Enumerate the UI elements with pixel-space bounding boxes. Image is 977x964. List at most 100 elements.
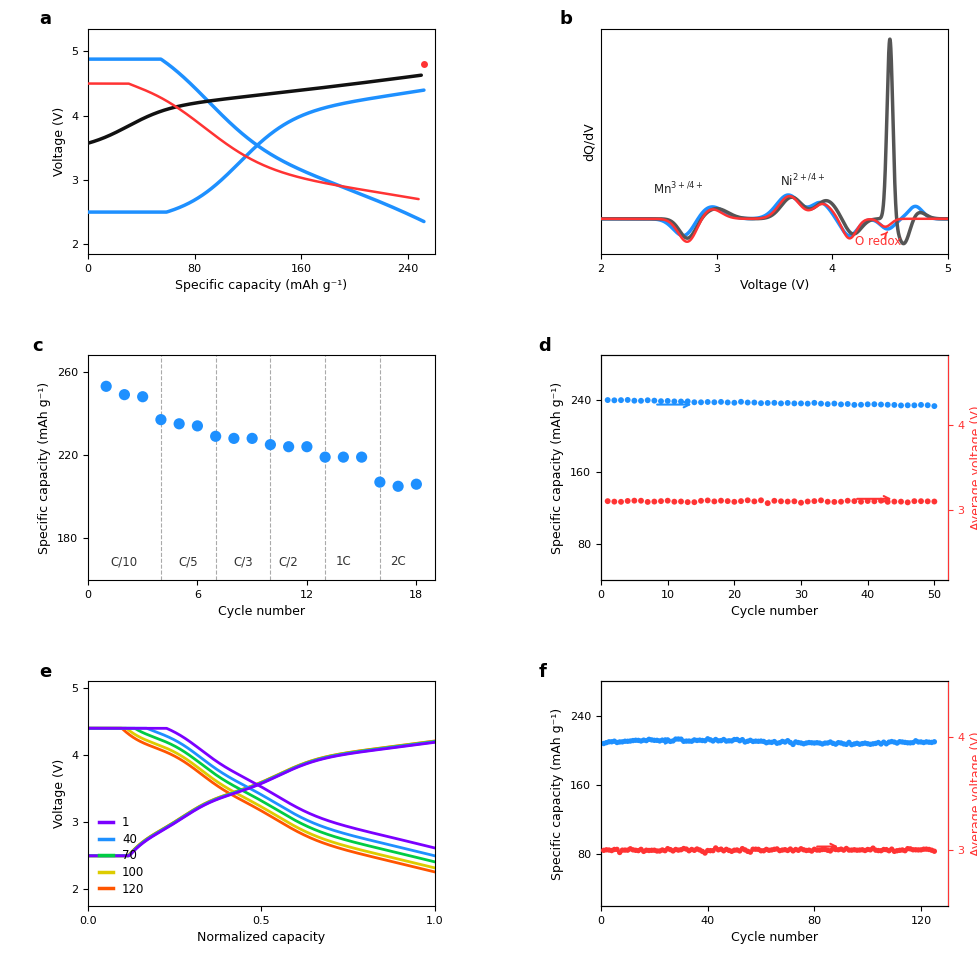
Point: [767, 494, 783, 509]
Point: [760, 495, 776, 511]
Point: [670, 732, 686, 747]
Point: [918, 842, 934, 857]
Point: [889, 844, 905, 859]
Point: [600, 392, 616, 408]
Point: [828, 736, 843, 752]
Point: [721, 733, 737, 748]
Point: [655, 843, 670, 858]
Point: [724, 844, 740, 859]
Point: [665, 844, 681, 859]
Point: [655, 733, 670, 748]
Point: [633, 393, 649, 409]
Point: [833, 736, 849, 751]
Point: [733, 494, 748, 509]
Point: [727, 732, 743, 747]
Point: [849, 736, 865, 751]
Text: C/2: C/2: [278, 555, 299, 569]
Point: [786, 736, 801, 752]
Point: [740, 844, 755, 859]
Point: [857, 843, 872, 858]
Point: [713, 394, 729, 410]
Point: [913, 397, 929, 413]
Point: [801, 735, 817, 750]
Point: [827, 495, 842, 510]
Point: [727, 843, 743, 858]
Point: [836, 843, 852, 858]
Point: [828, 842, 843, 857]
Point: [676, 734, 692, 749]
Point: [812, 736, 828, 751]
Point: [666, 393, 682, 409]
Point: [841, 735, 857, 750]
Point: [743, 844, 758, 860]
Point: [702, 843, 718, 858]
Text: Mn$^{3+/4+}$: Mn$^{3+/4+}$: [653, 180, 703, 197]
Text: b: b: [560, 11, 573, 28]
Point: [740, 734, 755, 749]
Point: [625, 733, 641, 748]
Point: [720, 494, 736, 509]
Point: [626, 393, 642, 409]
Point: [604, 843, 619, 858]
Point: [758, 735, 774, 750]
Point: [190, 418, 205, 434]
Point: [689, 842, 704, 857]
Point: [659, 493, 675, 508]
Point: [815, 842, 830, 857]
X-axis label: Cycle number: Cycle number: [731, 931, 818, 945]
Point: [772, 843, 787, 858]
Point: [846, 736, 862, 752]
Point: [628, 733, 644, 748]
Point: [612, 844, 627, 860]
Point: [820, 843, 835, 858]
Point: [698, 733, 713, 748]
Point: [700, 493, 715, 508]
Point: [679, 842, 695, 857]
Point: [630, 843, 646, 858]
Point: [761, 843, 777, 858]
Point: [826, 736, 841, 751]
Point: [644, 733, 659, 748]
X-axis label: Voltage (V): Voltage (V): [740, 280, 809, 292]
Point: [911, 735, 926, 750]
Point: [767, 842, 783, 857]
Point: [747, 734, 763, 749]
Point: [775, 843, 790, 858]
Y-axis label: Average voltage (V): Average voltage (V): [970, 732, 977, 856]
Point: [900, 397, 915, 413]
Point: [838, 736, 854, 752]
Point: [679, 734, 695, 749]
Point: [705, 843, 721, 858]
Point: [700, 843, 715, 858]
Point: [760, 395, 776, 411]
Point: [659, 841, 675, 856]
Point: [729, 843, 744, 858]
Point: [335, 449, 351, 465]
Point: [753, 734, 769, 749]
Point: [815, 736, 830, 752]
Point: [619, 392, 635, 408]
Point: [827, 396, 842, 412]
Point: [692, 843, 707, 858]
Point: [735, 841, 750, 856]
Point: [846, 842, 862, 857]
Point: [880, 495, 896, 510]
Point: [640, 392, 656, 408]
Point: [706, 494, 722, 509]
Point: [871, 735, 886, 750]
Point: [647, 843, 662, 858]
X-axis label: Normalized capacity: Normalized capacity: [197, 931, 325, 945]
Point: [732, 844, 747, 859]
Point: [908, 733, 923, 748]
Point: [610, 735, 625, 750]
Y-axis label: Voltage (V): Voltage (V): [53, 107, 65, 176]
Point: [807, 395, 823, 411]
Point: [652, 844, 667, 859]
Point: [853, 397, 869, 413]
Point: [135, 389, 150, 405]
Point: [897, 735, 913, 750]
Point: [601, 734, 616, 749]
Point: [702, 732, 718, 747]
Point: [633, 842, 649, 857]
Point: [636, 733, 652, 748]
